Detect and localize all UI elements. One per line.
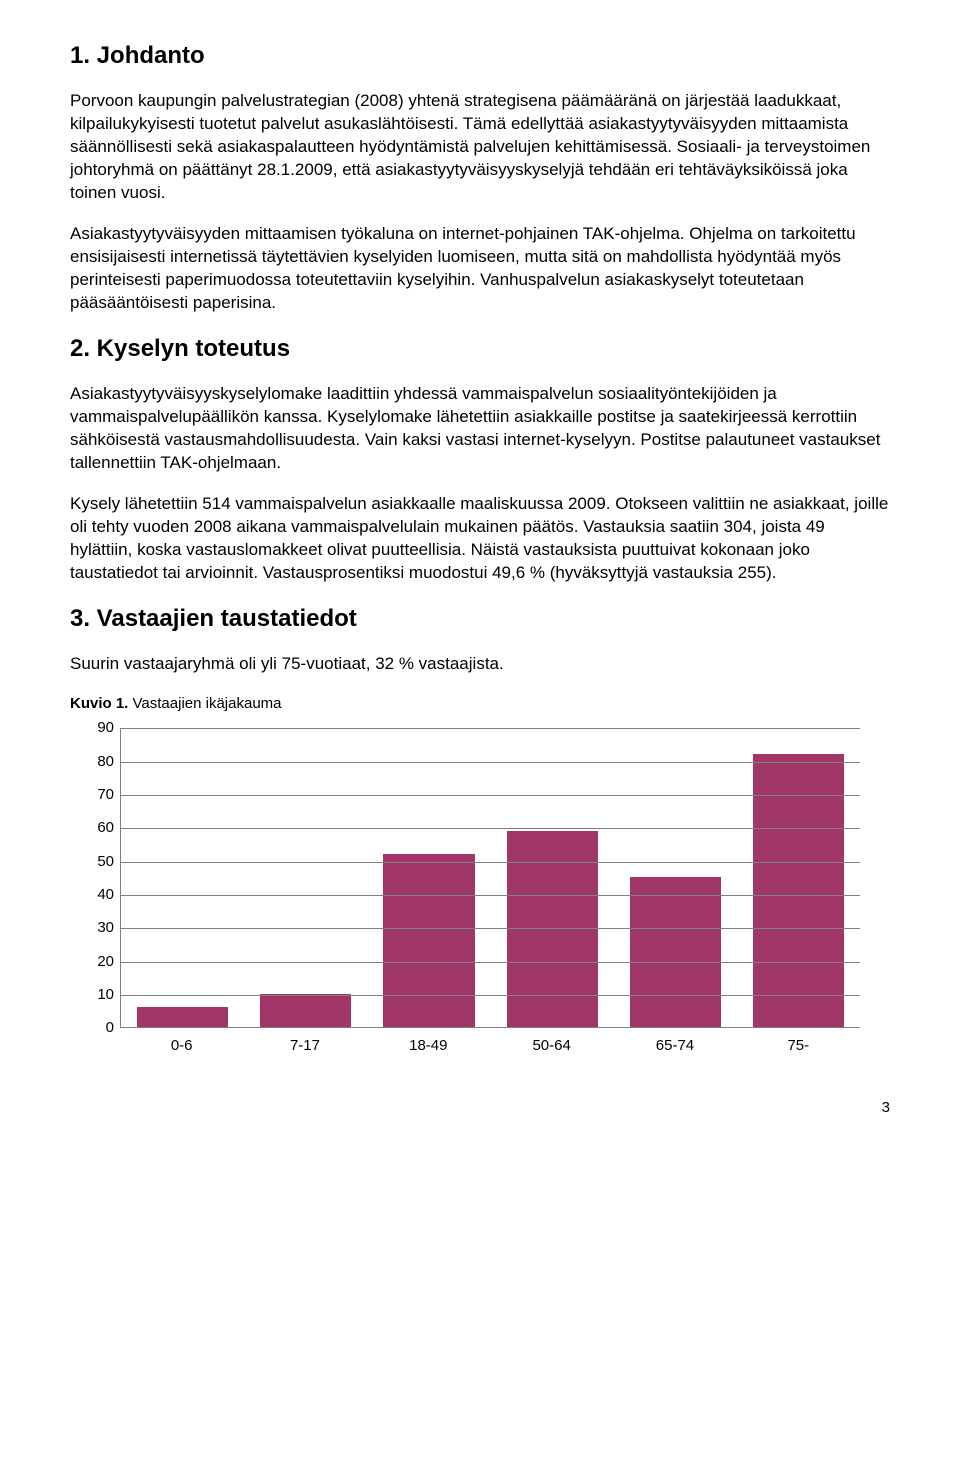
chart-bars [121,728,860,1027]
y-tick-label: 30 [97,918,114,938]
y-tick-label: 70 [97,785,114,805]
x-tick-label: 7-17 [243,1028,366,1068]
bar [630,877,721,1027]
x-tick-label: 0-6 [120,1028,243,1068]
y-tick-label: 90 [97,718,114,738]
chart-plot-area [120,728,860,1028]
heading-kyselyn-toteutus: 2. Kyselyn toteutus [70,333,890,365]
gridline [121,728,860,729]
page-number: 3 [70,1098,890,1118]
y-tick-label: 50 [97,852,114,872]
chart-x-axis: 0-67-1718-4950-6465-7475- [120,1028,860,1068]
y-tick-label: 20 [97,952,114,972]
paragraph: Asiakastyytyväisyyskyselylomake laaditti… [70,383,890,475]
age-distribution-chart: 0102030405060708090 0-67-1718-4950-6465-… [80,728,860,1068]
paragraph: Suurin vastaajaryhmä oli yli 75-vuotiaat… [70,653,890,676]
x-tick-label: 65-74 [613,1028,736,1068]
y-tick-label: 40 [97,885,114,905]
bar-slot [737,728,860,1027]
gridline [121,962,860,963]
paragraph: Porvoon kaupungin palvelustrategian (200… [70,90,890,205]
gridline [121,995,860,996]
paragraph: Kysely lähetettiin 514 vammaispalvelun a… [70,493,890,585]
bar [260,994,351,1027]
x-tick-label: 18-49 [367,1028,490,1068]
heading-johdanto: 1. Johdanto [70,40,890,72]
y-tick-label: 80 [97,752,114,772]
gridline [121,795,860,796]
bar-slot [367,728,490,1027]
figure-caption: Kuvio 1. Vastaajien ikäjakauma [70,694,890,714]
gridline [121,762,860,763]
figure-label-prefix: Kuvio 1. [70,695,128,712]
x-tick-label: 75- [737,1028,860,1068]
bar-slot [244,728,367,1027]
section-johdanto: 1. Johdanto Porvoon kaupungin palvelustr… [70,40,890,315]
chart-y-axis: 0102030405060708090 [80,728,118,1028]
gridline [121,928,860,929]
bar-slot [491,728,614,1027]
heading-vastaajien-taustatiedot: 3. Vastaajien taustatiedot [70,603,890,635]
paragraph: Asiakastyytyväisyyden mittaamisen työkal… [70,223,890,315]
gridline [121,895,860,896]
bar-slot [121,728,244,1027]
x-tick-label: 50-64 [490,1028,613,1068]
section-kyselyn-toteutus: 2. Kyselyn toteutus Asiakastyytyväisyysk… [70,333,890,585]
figure-label-text: Vastaajien ikäjakauma [128,695,281,712]
y-tick-label: 0 [106,1018,114,1038]
bar [383,854,474,1027]
bar-slot [614,728,737,1027]
gridline [121,862,860,863]
section-vastaajien-taustatiedot: 3. Vastaajien taustatiedot Suurin vastaa… [70,603,890,676]
bar [137,1007,228,1027]
document-body: 1. Johdanto Porvoon kaupungin palvelustr… [70,40,890,1119]
y-tick-label: 60 [97,818,114,838]
y-tick-label: 10 [97,985,114,1005]
gridline [121,828,860,829]
